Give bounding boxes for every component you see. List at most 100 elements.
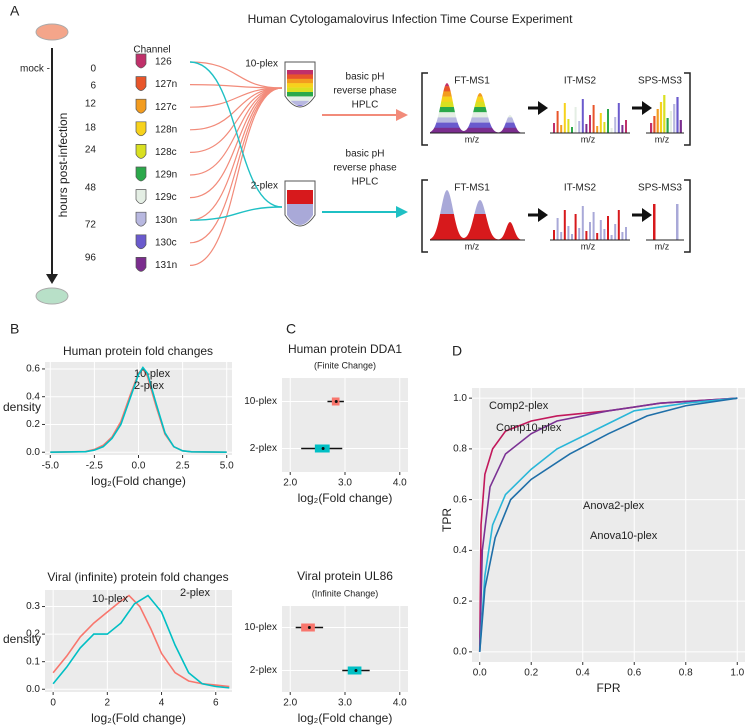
panel-label: D bbox=[452, 343, 462, 359]
tube bbox=[135, 257, 147, 272]
spectrum-label: SPS-MS3 bbox=[638, 183, 682, 194]
y-tick-label: 0.0 bbox=[453, 646, 467, 657]
link bbox=[189, 87, 283, 199]
time-point: 18 bbox=[85, 123, 97, 134]
stripe bbox=[287, 70, 313, 75]
x-tick-label: 0.0 bbox=[473, 668, 487, 679]
median bbox=[321, 447, 325, 450]
chart-subtitle: (Infinite Change) bbox=[312, 588, 379, 598]
stripe bbox=[287, 87, 313, 93]
ms3-bar bbox=[659, 102, 663, 133]
ms2-bar bbox=[571, 234, 573, 240]
tube-outline bbox=[284, 61, 316, 108]
channel-label: 129n bbox=[155, 170, 177, 181]
mz-label: m/z bbox=[581, 134, 596, 144]
spectrum-label: IT-MS2 bbox=[564, 183, 597, 194]
ms2-bar bbox=[574, 214, 577, 240]
ms2-bar bbox=[621, 232, 624, 240]
ms2-bar bbox=[571, 127, 573, 133]
median bbox=[334, 400, 338, 403]
ms2-bar bbox=[563, 103, 566, 133]
ms2-bar bbox=[553, 230, 555, 240]
ms2-bar bbox=[603, 229, 606, 240]
dish-bottom bbox=[35, 287, 69, 305]
x-tick-label: 2.0 bbox=[283, 698, 297, 709]
ms2-bar bbox=[599, 113, 602, 133]
ms2-bar bbox=[553, 123, 555, 133]
series-line bbox=[478, 397, 738, 652]
chart-title: Viral (infinite) protein fold changes bbox=[47, 570, 228, 584]
spectrum-label: FT-MS1 bbox=[454, 76, 490, 87]
x-tick-label: 0.6 bbox=[627, 668, 641, 679]
ms3-bar bbox=[663, 95, 666, 133]
series-line bbox=[478, 397, 738, 652]
x-tick-label: 4.0 bbox=[393, 698, 407, 709]
ms2-bar bbox=[610, 128, 613, 133]
stripe bbox=[430, 122, 525, 128]
stripe bbox=[287, 83, 313, 88]
ms3-bar bbox=[679, 120, 682, 133]
tube bbox=[135, 76, 147, 91]
ms1-peaks bbox=[430, 189, 525, 240]
x-tick-label: 0.4 bbox=[576, 668, 590, 679]
median bbox=[307, 626, 311, 629]
ms2-bar bbox=[574, 107, 577, 133]
y-axis-label: TPR bbox=[440, 508, 454, 532]
x-tick-label: 4.0 bbox=[393, 478, 407, 489]
tube bbox=[135, 211, 147, 227]
channel-label: 130n bbox=[155, 215, 177, 226]
y-tick-label: 0.0 bbox=[26, 447, 40, 458]
y-tick-label: 0.2 bbox=[453, 596, 467, 607]
ms3-bar bbox=[653, 204, 656, 240]
channel-label: 127n bbox=[155, 79, 177, 90]
ms2-bar bbox=[567, 119, 570, 133]
plex-label: 2-plex bbox=[251, 181, 278, 192]
chart-subtitle: (Finite Change) bbox=[314, 360, 376, 370]
series-line bbox=[50, 366, 227, 454]
link bbox=[189, 61, 283, 89]
ms2-bar bbox=[560, 232, 563, 240]
mock-label: mock - bbox=[20, 64, 50, 75]
x-tick-label: 3.0 bbox=[338, 698, 352, 709]
fill-red bbox=[430, 214, 525, 240]
time-point: 72 bbox=[85, 220, 97, 231]
x-tick-label: -2.5 bbox=[86, 461, 104, 472]
ms2-bar bbox=[617, 210, 620, 240]
y-tick-label: 0.2 bbox=[26, 419, 40, 430]
hplc-label: reverse phase bbox=[333, 163, 397, 174]
time-arrow-head bbox=[46, 274, 58, 284]
series-label: Comp2-plex bbox=[489, 400, 549, 412]
x-tick-label: 0.2 bbox=[524, 668, 538, 679]
ms2-bar bbox=[592, 212, 595, 240]
series-label: 2-plex bbox=[180, 587, 210, 599]
x-tick-label: 5.0 bbox=[220, 461, 234, 472]
stripe bbox=[430, 127, 525, 133]
stripe bbox=[430, 96, 525, 102]
stripe bbox=[430, 117, 525, 123]
ms2-bar bbox=[589, 115, 591, 133]
series-label: Anova10-plex bbox=[590, 530, 658, 542]
ms2-bar bbox=[607, 109, 609, 133]
bracket bbox=[684, 72, 691, 146]
tube bbox=[135, 189, 147, 204]
channel-label: 127c bbox=[155, 102, 177, 113]
series-line bbox=[52, 594, 230, 689]
ms2-bar bbox=[556, 111, 559, 133]
tube bbox=[135, 53, 147, 69]
ms2-bar bbox=[589, 222, 591, 240]
series-label: 2-plex bbox=[134, 380, 164, 392]
x-tick-label: 4 bbox=[159, 698, 165, 709]
mz-label: m/z bbox=[465, 241, 480, 251]
ms2-bar bbox=[603, 122, 606, 133]
ms2-bar bbox=[585, 124, 588, 133]
category-label: 2-plex bbox=[250, 665, 277, 676]
channel-label: 128n bbox=[155, 124, 177, 135]
hplc-label: reverse phase bbox=[333, 86, 397, 97]
spectrum-label: FT-MS1 bbox=[454, 183, 490, 194]
category-label: 10-plex bbox=[244, 396, 277, 407]
x-tick-label: -5.0 bbox=[42, 461, 60, 472]
ms2-bar bbox=[596, 233, 599, 240]
ms2-bar bbox=[581, 206, 584, 240]
ms3-bar bbox=[656, 109, 659, 133]
